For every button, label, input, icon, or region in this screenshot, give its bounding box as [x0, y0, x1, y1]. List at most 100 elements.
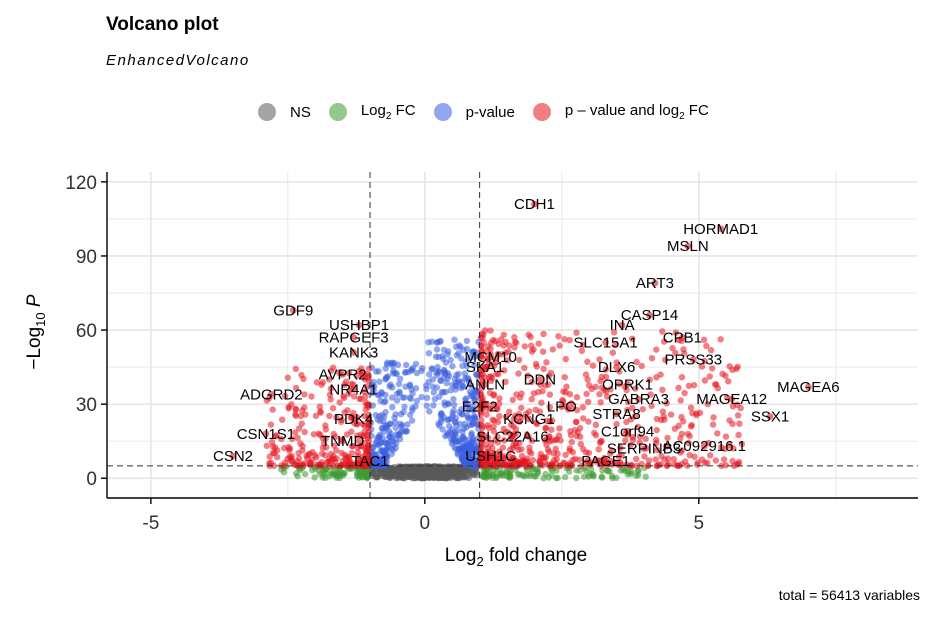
point-both — [652, 456, 659, 463]
point-both — [623, 387, 630, 394]
point-both — [616, 380, 623, 388]
point-fc — [553, 474, 560, 482]
point-fc — [573, 474, 580, 482]
point-p — [413, 397, 421, 405]
point-p — [413, 369, 421, 377]
point-both — [687, 404, 695, 411]
point-ns — [373, 472, 380, 480]
labeled-point — [339, 437, 347, 445]
point-both — [505, 348, 512, 355]
point-both — [636, 439, 643, 446]
point-fc — [316, 470, 323, 478]
point-fc — [355, 474, 362, 481]
point-both — [322, 426, 330, 433]
point-both — [557, 437, 564, 444]
point-both — [291, 429, 299, 436]
point-both — [343, 453, 350, 460]
point-both — [537, 454, 544, 461]
labeled-point — [640, 445, 648, 453]
point-both — [497, 336, 505, 343]
point-p — [442, 432, 449, 440]
point-both — [327, 385, 334, 392]
point-both — [653, 426, 660, 434]
point-both — [560, 398, 567, 405]
x-axis-title-sub: 2 — [476, 554, 483, 569]
point-both — [495, 370, 502, 378]
point-p — [429, 383, 436, 390]
labeled-point — [525, 415, 533, 423]
point-label: MAGEA12 — [696, 391, 767, 408]
point-both — [537, 462, 545, 469]
point-fc — [360, 469, 367, 477]
point-both — [633, 358, 640, 366]
point-p — [468, 382, 475, 389]
point-p — [412, 360, 420, 368]
chart-title: Volcano plot — [106, 14, 219, 35]
point-both — [571, 426, 579, 434]
point-p — [373, 368, 380, 375]
labeled-point — [678, 334, 686, 341]
point-both — [332, 433, 339, 441]
point-both — [568, 405, 576, 412]
point-both — [540, 365, 547, 373]
point-both — [338, 449, 345, 457]
labeled-point — [624, 380, 631, 388]
point-both — [729, 403, 737, 410]
legend-dot-both — [532, 103, 551, 121]
point-p — [462, 400, 469, 407]
point-both — [317, 431, 324, 439]
point-both — [267, 421, 275, 428]
point-both — [729, 366, 736, 373]
point-p — [397, 429, 404, 437]
point-both — [362, 393, 369, 400]
point-both — [707, 452, 714, 459]
point-p — [454, 427, 461, 434]
point-ns — [379, 468, 386, 476]
point-p — [438, 410, 445, 417]
point-p — [423, 394, 431, 401]
point-ns — [465, 474, 473, 482]
legend: NS Log2 FC p-value p – value and log2 FC — [258, 102, 727, 122]
labeled-point — [805, 383, 812, 391]
point-fc — [492, 474, 500, 482]
labeled-point — [531, 200, 538, 208]
point-both — [546, 418, 554, 425]
point-label: LPO — [547, 399, 577, 416]
point-both — [585, 418, 592, 425]
point-p — [431, 395, 439, 403]
point-p — [455, 370, 462, 378]
point-both — [328, 456, 336, 463]
point-both — [532, 406, 539, 413]
point-both — [545, 381, 552, 388]
labeled-point — [350, 385, 357, 393]
point-both — [632, 385, 639, 392]
point-label: PAGE1 — [581, 453, 630, 470]
point-both — [533, 363, 540, 370]
point-both — [300, 462, 307, 469]
point-p — [464, 374, 471, 381]
point-both — [615, 453, 623, 460]
legend-label-both: p – value and log2 FC — [564, 102, 709, 122]
point-both — [525, 331, 532, 338]
point-label: KANK3 — [329, 344, 378, 361]
point-both — [672, 329, 680, 336]
point-p — [449, 381, 456, 389]
point-both — [678, 413, 685, 421]
point-p — [463, 337, 471, 345]
point-both — [703, 342, 710, 350]
point-p — [406, 411, 414, 418]
point-fc — [573, 467, 580, 474]
y-tick-label: 30 — [76, 395, 97, 416]
point-fc — [302, 470, 309, 478]
point-both — [286, 445, 294, 452]
point-label: USHBP1 — [329, 317, 389, 334]
point-p — [436, 422, 443, 429]
point-both — [365, 428, 373, 435]
axes: -5 0 5 0 30 60 90 120 — [65, 172, 918, 534]
y-axis-title: −Log10 P — [24, 294, 48, 370]
point-fc — [521, 473, 528, 480]
point-both — [622, 437, 629, 444]
point-label: DLX6 — [598, 359, 636, 376]
point-both — [524, 460, 531, 467]
point-fc — [540, 475, 547, 482]
